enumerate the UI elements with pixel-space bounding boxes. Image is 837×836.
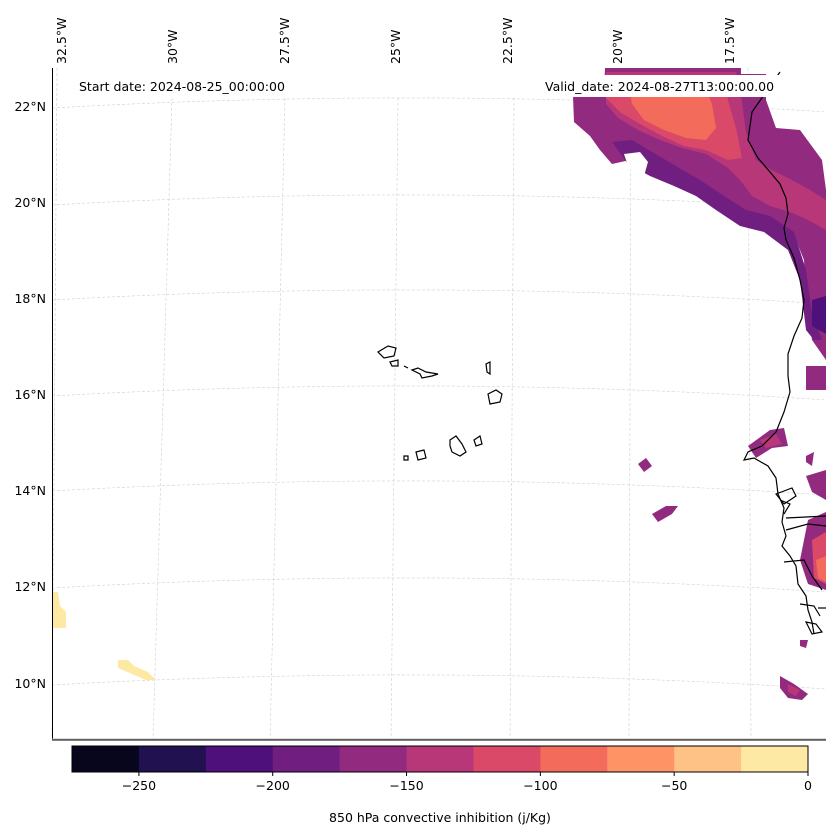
lat-label-18n: 18°N [14, 291, 46, 306]
cin-field-mauritania-hole [624, 152, 648, 176]
colorbar-tick-label: −150 [389, 778, 423, 793]
lat-label-10n: 10°N [14, 676, 46, 691]
graticule-lines [51, 67, 827, 741]
colorbar-tick-label: 0 [804, 778, 812, 793]
colorbar-tick-label: −200 [256, 778, 290, 793]
island-santiago [449, 435, 467, 457]
latitude-labels: 22°N 20°N 18°N 16°N 14°N 12°N 10°N [14, 99, 46, 691]
colorbar-segment [72, 746, 140, 772]
lat-label-22n: 22°N [14, 99, 46, 114]
island-boa-vista [487, 389, 503, 405]
lat-label-20n: 20°N [14, 195, 46, 210]
colorbar: −250 −200 −150 −100 −50 0 850 hPa convective … [71, 745, 812, 825]
colorbar-tick-label: −100 [523, 778, 557, 793]
island-sao-nicolau [410, 367, 439, 379]
colorbar-outline [71, 745, 809, 773]
cabo-verde-islands [377, 345, 503, 461]
colorbar-segments [72, 746, 809, 772]
valid-date-label: Valid_date: 2024-08-27T13:00:00.00 [545, 79, 774, 94]
colorbar-segment [607, 746, 675, 772]
island-brava [403, 455, 409, 461]
cin-field-nouakchott [806, 296, 826, 390]
colorbar-segment [741, 746, 809, 772]
map-frame [52, 68, 826, 741]
colorbar-segment [674, 746, 742, 772]
cin-field-mauritania-outer [573, 68, 826, 360]
colorbar-title: 850 hPa convective inhibition (j/Kg) [329, 810, 551, 825]
colorbar-segment [339, 746, 408, 772]
colorbar-segment [205, 746, 274, 772]
lon-label-20w: 20°W [610, 29, 625, 64]
colorbar-segment [540, 746, 608, 772]
valid-date-box: Valid_date: 2024-08-27T13:00:00.00 [539, 75, 807, 97]
lat-label-14n: 14°N [14, 483, 46, 498]
colorbar-segment [272, 746, 341, 772]
start-date-label: Start date: 2024-08-25_00:00:00 [79, 79, 285, 94]
start-date-box: Start date: 2024-08-25_00:00:00 [72, 75, 312, 97]
lon-label-32-5w: 32.5°W [54, 18, 69, 64]
island-sal [485, 361, 491, 376]
cin-field-southwest [52, 592, 156, 680]
lon-label-25w: 25°W [388, 29, 403, 64]
lon-label-27-5w: 27.5°W [277, 18, 292, 64]
island-santa-luzia [403, 365, 409, 369]
lat-label-12n: 12°N [14, 579, 46, 594]
island-fogo [415, 449, 427, 461]
lon-label-30w: 30°W [165, 29, 180, 64]
colorbar-segment [406, 746, 474, 772]
colorbar-tick-label: −250 [122, 778, 156, 793]
lon-label-22-5w: 22.5°W [500, 18, 515, 64]
island-santo-antao [377, 345, 397, 359]
lon-label-17-5w: 17.5°W [722, 18, 737, 64]
colorbar-segment [138, 746, 207, 772]
lat-label-16n: 16°N [14, 387, 46, 402]
coastlines [742, 71, 827, 635]
colorbar-tick-label: −50 [661, 778, 687, 793]
longitude-labels: 32.5°W 30°W 27.5°W 25°W 22.5°W 20°W 17.5… [54, 18, 737, 64]
colorbar-ticks: −250 −200 −150 −100 −50 0 [122, 772, 812, 793]
colorbar-segment [473, 746, 541, 772]
island-sao-vicente [389, 359, 399, 367]
cin-field-senegal [638, 428, 826, 700]
island-maio [473, 435, 483, 447]
